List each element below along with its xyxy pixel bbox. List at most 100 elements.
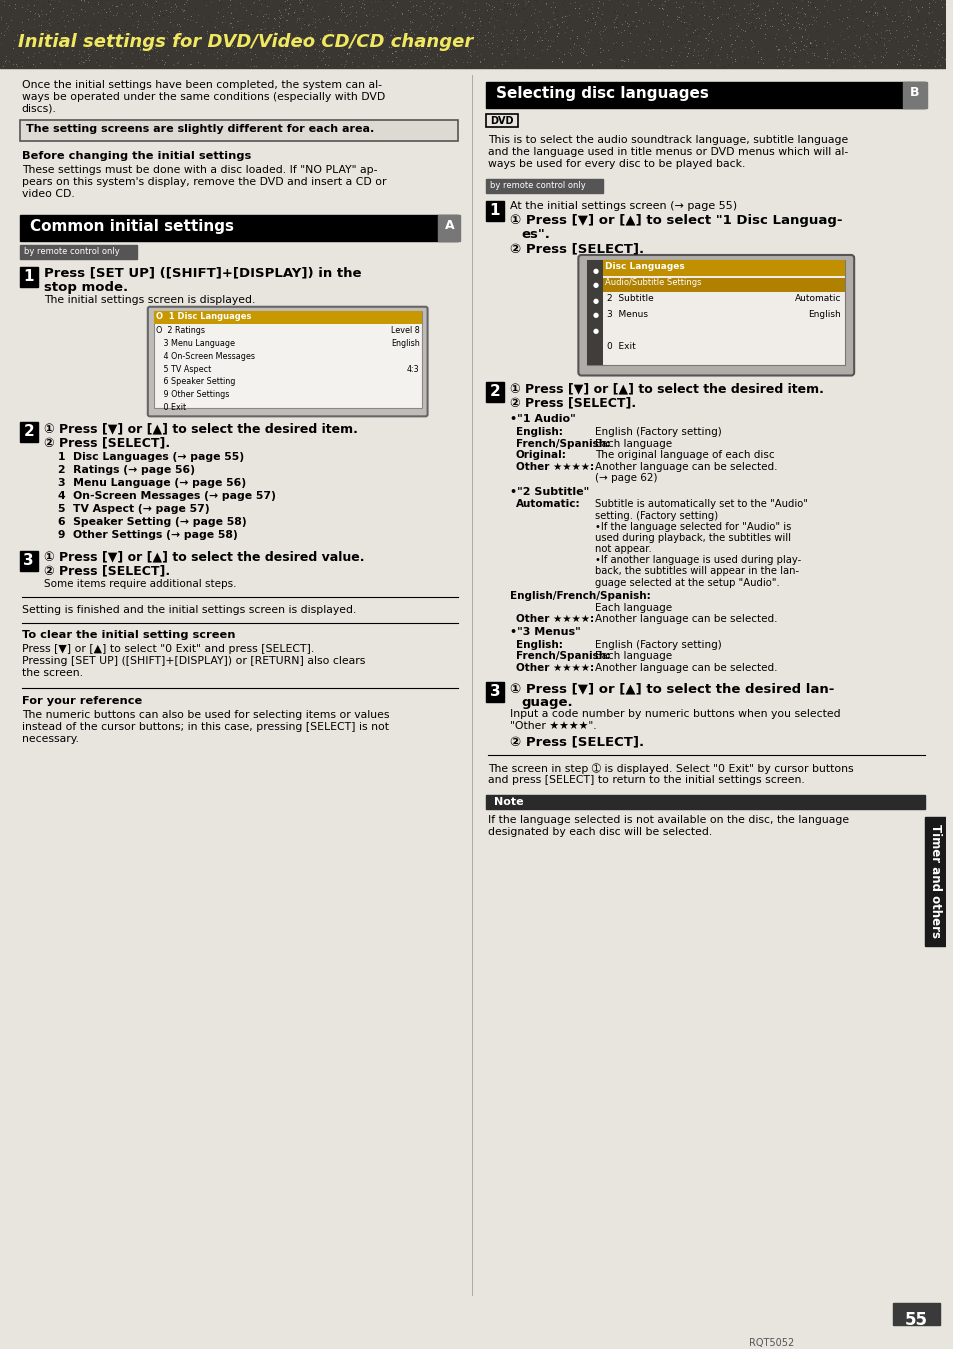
Bar (153, 310, 421, 409)
Text: designated by each disc will be selected.: designated by each disc will be selected… (488, 827, 712, 836)
Text: discs).: discs). (22, 104, 56, 113)
Text: 4  On-Screen Messages (→ page 57): 4 On-Screen Messages (→ page 57) (57, 491, 275, 500)
Text: Audio/Subtitle Settings: Audio/Subtitle Settings (604, 278, 700, 287)
Text: 1: 1 (24, 268, 34, 283)
Text: Pressing [SET UP] ([SHIFT]+[DISPLAY]) or [RETURN] also clears: Pressing [SET UP] ([SHIFT]+[DISPLAY]) or… (22, 657, 365, 666)
Bar (486, 201, 503, 221)
Text: Other ★★★★:: Other ★★★★: (516, 662, 594, 673)
Text: pears on this system's display, remove the DVD and insert a CD or: pears on this system's display, remove t… (22, 177, 386, 188)
Text: DVD: DVD (490, 116, 514, 125)
Text: instead of the cursor buttons; in this case, pressing [SELECT] is not: instead of the cursor buttons; in this c… (22, 722, 389, 733)
Text: 55: 55 (904, 1311, 927, 1329)
Text: Original:: Original: (516, 451, 566, 460)
Text: The numeric buttons can also be used for selecting items or values: The numeric buttons can also be used for… (22, 710, 389, 720)
Text: es".: es". (521, 228, 550, 241)
Text: English: English (391, 339, 419, 348)
Text: setting. (Factory setting): setting. (Factory setting) (595, 511, 718, 521)
Text: and press [SELECT] to return to the initial settings screen.: and press [SELECT] to return to the init… (488, 774, 804, 785)
Text: Subtitle is automatically set to the "Audio": Subtitle is automatically set to the "Au… (595, 499, 807, 510)
Text: and the language used in title menus or DVD menus which will al-: and the language used in title menus or … (488, 147, 847, 158)
Text: 3  Menus: 3 Menus (606, 310, 647, 318)
Text: English (Factory setting): English (Factory setting) (595, 639, 721, 650)
Text: (→ page 62): (→ page 62) (595, 473, 657, 483)
Text: ② Press [SELECT].: ② Press [SELECT]. (510, 735, 643, 749)
Text: The setting screens are slightly different for each area.: The setting screens are slightly differe… (26, 124, 374, 134)
Bar (902, 82, 925, 108)
Text: RQT5052: RQT5052 (748, 1338, 794, 1348)
Text: 3: 3 (24, 553, 34, 568)
Text: Input a code number by numeric buttons when you selected: Input a code number by numeric buttons w… (510, 710, 840, 719)
Text: Other ★★★★:: Other ★★★★: (516, 614, 594, 625)
Text: The screen in step ➀ is displayed. Select "0 Exit" by cursor buttons: The screen in step ➀ is displayed. Selec… (488, 764, 853, 774)
Text: 6  Speaker Setting (→ page 58): 6 Speaker Setting (→ page 58) (57, 517, 246, 527)
Text: English/French/Spanish:: English/French/Spanish: (510, 591, 650, 600)
Text: French/Spanish:: French/Spanish: (516, 652, 610, 661)
Text: B: B (909, 85, 919, 98)
Text: guage.: guage. (521, 696, 573, 710)
Text: 0 Exit: 0 Exit (155, 403, 186, 413)
Text: 0  Exit: 0 Exit (606, 341, 636, 351)
Bar (892, 1303, 940, 1325)
Bar (486, 179, 602, 193)
Text: ① Press [▼] or [▲] to select the desired item.: ① Press [▼] or [▲] to select the desired… (44, 422, 357, 436)
Text: 2  Subtitle: 2 Subtitle (606, 294, 653, 302)
FancyBboxPatch shape (578, 255, 853, 375)
Text: 1  Disc Languages (→ page 55): 1 Disc Languages (→ page 55) (57, 452, 243, 463)
Text: Initial settings for DVD/Video CD/CD changer: Initial settings for DVD/Video CD/CD cha… (18, 32, 473, 51)
Bar (438, 214, 460, 241)
Text: video CD.: video CD. (22, 189, 74, 200)
Text: Each language: Each language (595, 603, 672, 612)
Text: by remote control only: by remote control only (24, 247, 119, 256)
Bar (20, 422, 38, 442)
Bar (20, 550, 38, 571)
Text: •"3 Menus": •"3 Menus" (510, 627, 580, 637)
Text: •If another language is used during play-: •If another language is used during play… (595, 556, 801, 565)
Bar (587, 260, 602, 364)
Text: Automatic:: Automatic: (516, 499, 579, 510)
Text: ② Press [SELECT].: ② Press [SELECT]. (510, 397, 636, 409)
Bar (587, 260, 844, 364)
Text: back, the subtitles will appear in the lan-: back, the subtitles will appear in the l… (595, 567, 799, 576)
Text: by remote control only: by remote control only (490, 181, 585, 190)
Bar (486, 82, 923, 108)
Bar (486, 383, 503, 402)
Text: Another language can be selected.: Another language can be selected. (595, 461, 777, 472)
Text: Automatic: Automatic (794, 294, 841, 302)
Text: Setting is finished and the initial settings screen is displayed.: Setting is finished and the initial sett… (22, 604, 355, 615)
Text: •If the language selected for "Audio" is: •If the language selected for "Audio" is (595, 522, 791, 532)
Text: 9 Other Settings: 9 Other Settings (155, 390, 229, 399)
Bar (20, 267, 38, 287)
Text: A: A (444, 219, 454, 232)
Text: 1: 1 (489, 204, 499, 219)
Text: Note: Note (494, 797, 523, 807)
Text: •"2 Subtitle": •"2 Subtitle" (510, 487, 589, 496)
Bar (602, 260, 844, 277)
Text: French/Spanish:: French/Spanish: (516, 438, 610, 449)
Text: ●: ● (592, 328, 598, 333)
Bar (20, 120, 457, 142)
Text: O  1 Disc Languages: O 1 Disc Languages (155, 312, 251, 321)
Text: guage selected at the setup "Audio".: guage selected at the setup "Audio". (595, 577, 780, 588)
Text: Each language: Each language (595, 652, 672, 661)
Text: If the language selected is not available on the disc, the language: If the language selected is not availabl… (488, 815, 848, 824)
Bar (486, 795, 923, 809)
Text: 3: 3 (489, 684, 499, 699)
Bar (486, 683, 503, 703)
Text: ① Press [▼] or [▲] to select the desired item.: ① Press [▼] or [▲] to select the desired… (510, 383, 823, 395)
Text: 4:3: 4:3 (407, 364, 419, 374)
Text: English:: English: (516, 428, 562, 437)
Text: the screen.: the screen. (22, 668, 83, 679)
Text: These settings must be done with a disc loaded. If "NO PLAY" ap-: These settings must be done with a disc … (22, 166, 377, 175)
Text: 5  TV Aspect (→ page 57): 5 TV Aspect (→ page 57) (57, 505, 209, 514)
Bar (20, 214, 457, 241)
Text: stop mode.: stop mode. (44, 281, 128, 294)
Text: ② Press [SELECT].: ② Press [SELECT]. (510, 241, 643, 255)
Text: 2: 2 (489, 384, 500, 399)
Text: ① Press [▼] or [▲] to select the desired lan-: ① Press [▼] or [▲] to select the desired… (510, 683, 834, 695)
Text: ① Press [▼] or [▲] to select the desired value.: ① Press [▼] or [▲] to select the desired… (44, 550, 364, 564)
Bar (923, 816, 945, 946)
Text: At the initial settings screen (→ page 55): At the initial settings screen (→ page 5… (510, 201, 737, 212)
Text: Disc Languages: Disc Languages (604, 262, 684, 271)
Bar (20, 246, 137, 259)
Text: 5 TV Aspect: 5 TV Aspect (155, 364, 211, 374)
